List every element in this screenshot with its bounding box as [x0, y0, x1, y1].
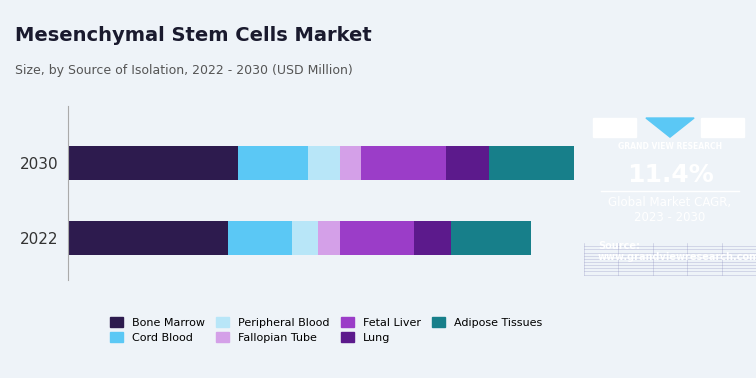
Bar [488, 146, 574, 180]
Bar [318, 221, 339, 255]
Bar [68, 146, 238, 180]
Bar [238, 146, 308, 180]
Bar [68, 221, 228, 255]
Text: GRAND VIEW RESEARCH: GRAND VIEW RESEARCH [618, 143, 722, 151]
FancyBboxPatch shape [701, 118, 744, 137]
Bar [339, 221, 414, 255]
FancyBboxPatch shape [593, 118, 636, 137]
Bar [446, 146, 488, 180]
Bar [451, 221, 531, 255]
Text: Source:
www.grandviewresearch.com: Source: www.grandviewresearch.com [598, 241, 756, 262]
Bar [228, 221, 292, 255]
Bar [339, 146, 361, 180]
Text: Size, by Source of Isolation, 2022 - 2030 (USD Million): Size, by Source of Isolation, 2022 - 203… [15, 64, 353, 77]
Text: 11.4%: 11.4% [627, 163, 714, 187]
Bar [292, 221, 318, 255]
Text: Mesenchymal Stem Cells Market: Mesenchymal Stem Cells Market [15, 26, 372, 45]
Polygon shape [646, 118, 694, 137]
Bar [308, 146, 339, 180]
Bar [361, 146, 446, 180]
Text: Global Market CAGR,
2023 - 2030: Global Market CAGR, 2023 - 2030 [609, 196, 732, 224]
Legend: Bone Marrow, Cord Blood, Peripheral Blood, Fallopian Tube, Fetal Liver, Lung, Ad: Bone Marrow, Cord Blood, Peripheral Bloo… [105, 312, 547, 347]
Bar [414, 221, 451, 255]
